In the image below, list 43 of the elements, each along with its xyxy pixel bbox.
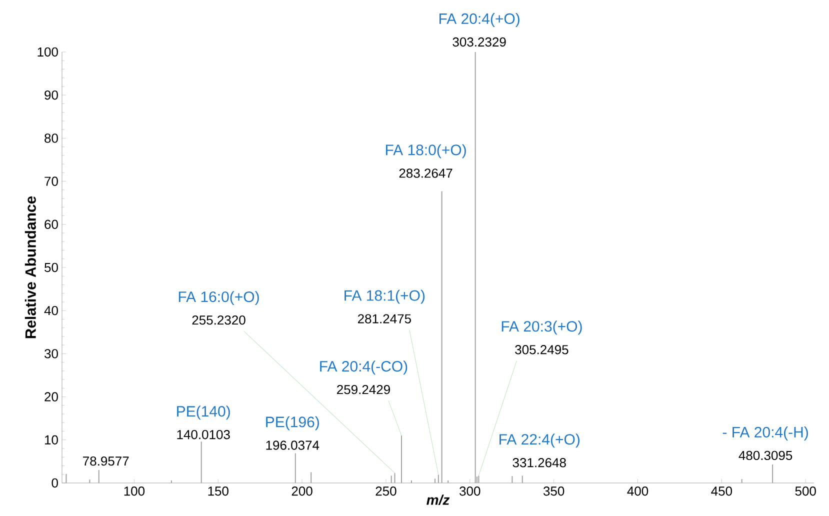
y-tick-label: 90 xyxy=(44,90,58,100)
annotation: FA 22:4(+O) xyxy=(500,434,580,448)
x-tick-label: 450 xyxy=(711,486,732,496)
y-tick-label: 60 xyxy=(44,220,58,229)
y-tick-label: 40 xyxy=(44,306,58,316)
x-tick-label: 250 xyxy=(376,486,396,496)
annotation: 281.2475 xyxy=(358,314,411,324)
x-tick-label: 500 xyxy=(795,486,816,496)
y-tick-label: 0 xyxy=(52,478,58,488)
x-tick-label: 300 xyxy=(460,486,480,496)
annotation: 196.0374 xyxy=(266,440,320,450)
annotation: FA 20:3(+O) xyxy=(502,320,582,335)
y-tick-label: 20 xyxy=(44,392,58,402)
x-tick-label: 150 xyxy=(208,486,228,496)
annotation: FA 18:1(+O) xyxy=(344,290,425,304)
annotation: 259.2429 xyxy=(337,384,390,394)
y-tick-label: 50 xyxy=(44,262,58,272)
annotation: 78.9577 xyxy=(83,456,129,466)
annotation: 255.2320 xyxy=(192,315,246,325)
annotation: 140.0103 xyxy=(177,430,230,440)
annotation: FA 20:4(-CO) xyxy=(320,360,408,375)
x-tick-label: 400 xyxy=(627,486,648,496)
annotation: FA 16:0(+O) xyxy=(178,291,259,306)
x-tick-label: 200 xyxy=(292,486,312,496)
y-axis-title: Relative Abundance xyxy=(24,196,36,338)
annotation: 480.3095 xyxy=(738,450,792,460)
annotation: FA 18:0(+O) xyxy=(386,144,466,158)
annotation: 283.2647 xyxy=(399,168,452,178)
annotation: 305.2495 xyxy=(515,345,568,354)
y-tick-label: 100 xyxy=(38,47,58,57)
annotation: - FA 20:4(-H) xyxy=(722,426,808,440)
annotation: FA 20:4(+O) xyxy=(439,13,520,27)
y-tick-label: 10 xyxy=(45,435,58,444)
x-tick-label: 350 xyxy=(543,486,564,496)
annotation: 331.2648 xyxy=(512,458,566,468)
annotation: 303.2329 xyxy=(452,37,506,47)
annotation: PE(196) xyxy=(266,416,319,430)
y-tick-label: 70 xyxy=(44,176,58,186)
x-tick-label: 100 xyxy=(124,486,145,496)
y-tick-label: 80 xyxy=(44,134,58,143)
y-tick-label: 30 xyxy=(44,349,58,358)
x-axis-title: m/z xyxy=(426,494,450,506)
annotation: PE(140) xyxy=(177,406,230,420)
